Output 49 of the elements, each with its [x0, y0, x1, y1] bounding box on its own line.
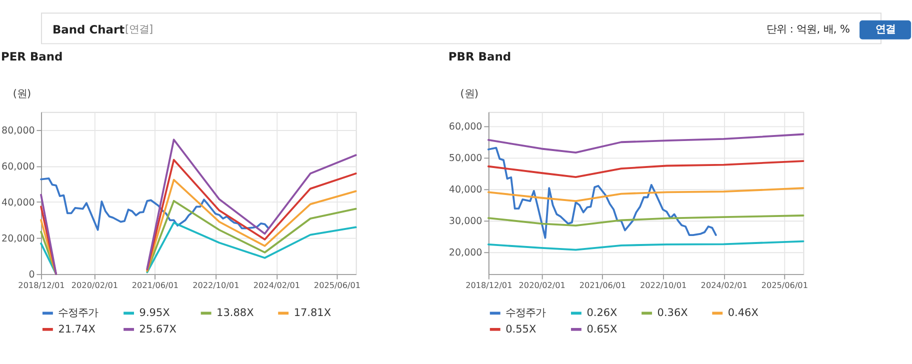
- x-tick-label: 2020/02/01: [518, 280, 566, 290]
- y-tick-label: 60,000: [448, 121, 482, 132]
- x-tick-label: 2021/06/01: [132, 280, 179, 290]
- y-axis-title: (원): [460, 88, 478, 100]
- x-tick-label: 2024/02/01: [253, 280, 300, 290]
- line-series: [487, 240, 804, 251]
- y-tick-label: 30,000: [448, 216, 482, 227]
- line-series: [487, 214, 804, 227]
- line-series: [487, 187, 804, 202]
- y-tick-label: 40,000: [448, 184, 482, 196]
- legend-label: 25.67X: [139, 323, 176, 336]
- text: [연결]: [124, 24, 154, 36]
- x-tick-label: 2018/12/01: [18, 280, 65, 290]
- y-tick-label: 20,000: [448, 247, 482, 258]
- text: 연결: [875, 24, 896, 36]
- legend-label: 수정주가: [58, 307, 98, 320]
- x-tick-label: 2020/02/01: [71, 280, 118, 290]
- x-tick-label: 2022/10/01: [640, 280, 687, 290]
- x-tick-label: 2025/06/01: [314, 280, 361, 290]
- legend-label: 9.95X: [139, 307, 170, 320]
- y-tick-label: 20,000: [2, 233, 35, 244]
- x-tick-label: 2022/10/01: [192, 280, 240, 290]
- legend-label: 0.26X: [586, 307, 618, 320]
- y-tick-label: 60,000: [2, 161, 35, 172]
- text: Band Chart: [52, 22, 126, 37]
- y-tick-label: 40,000: [2, 197, 35, 208]
- x-tick-label: 2018/12/01: [466, 280, 512, 290]
- legend-label: 21.74X: [58, 323, 96, 336]
- legend-label: 13.88X: [216, 307, 254, 320]
- x-tick-label: 2024/02/01: [700, 280, 748, 290]
- chart-title: PER Band: [0, 49, 63, 64]
- x-tick-label: 2025/06/01: [761, 280, 808, 290]
- line-series: [487, 133, 804, 154]
- legend-label: 17.81X: [294, 307, 332, 320]
- legend-label: 0.46X: [728, 307, 758, 320]
- line-series: [40, 177, 270, 231]
- legend-label: 수정주가: [506, 307, 546, 320]
- legend-label: 0.55X: [506, 323, 536, 336]
- y-tick-label: 0: [28, 269, 35, 280]
- line-series: [487, 146, 717, 239]
- y-tick-label: 80,000: [2, 125, 35, 136]
- legend-label: 0.65X: [586, 323, 618, 336]
- legend-label: 0.36X: [657, 307, 688, 320]
- x-tick-label: 2021/06/01: [579, 280, 626, 290]
- y-axis-title: (원): [12, 88, 32, 100]
- line-series: [487, 160, 804, 178]
- chart-title: PBR Band: [448, 49, 512, 64]
- text: 단위 : 억원, 배, %: [766, 24, 850, 36]
- y-tick-label: 50,000: [448, 152, 482, 164]
